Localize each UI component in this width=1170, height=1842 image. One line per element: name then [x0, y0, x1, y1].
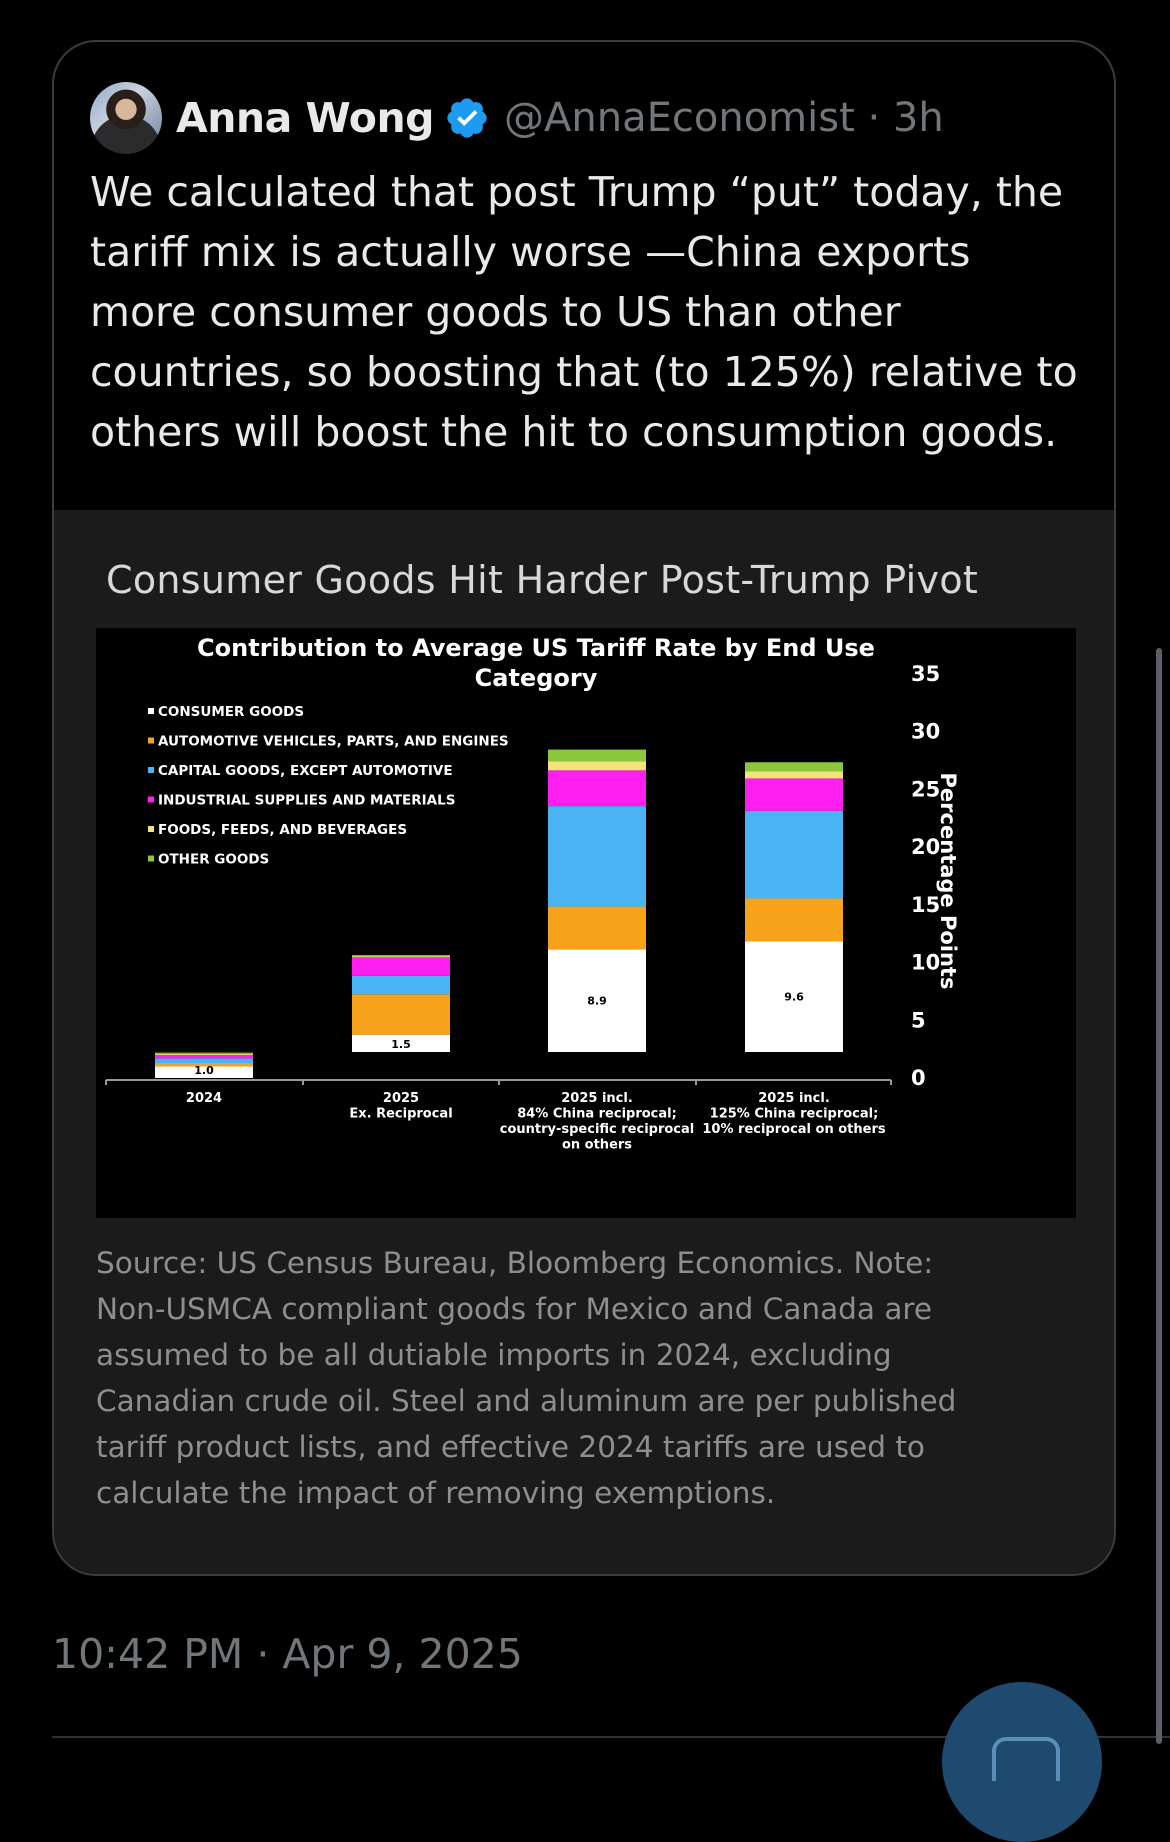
y-tick-label: 0 [911, 1066, 926, 1090]
bar-segment [155, 1053, 253, 1055]
y-tick-label: 25 [911, 777, 940, 801]
legend-swatch [148, 737, 154, 744]
bar-segment [352, 994, 450, 1035]
legend-swatch [148, 767, 154, 773]
tweet-timestamp[interactable]: 10:42 PM · Apr 9, 2025 [52, 1630, 523, 1678]
bar-segment [548, 949, 646, 1052]
legend-swatch [148, 826, 154, 832]
y-tick-label: 5 [911, 1008, 926, 1032]
quoted-tweet-card[interactable]: Anna Wong @AnnaEconomist · 3h We calcula… [52, 40, 1116, 1576]
x-tick-label: 10% reciprocal on others [702, 1122, 885, 1137]
x-tick-label: 2025 incl. [758, 1091, 830, 1106]
chart-title: Category [475, 664, 598, 692]
bar-segment [548, 761, 646, 771]
bar-segment [155, 1066, 253, 1078]
y-tick-label: 35 [911, 662, 940, 686]
x-tick-label: 2025 [383, 1091, 419, 1106]
bar-data-label: 1.5 [391, 1038, 411, 1051]
bar-data-label: 9.6 [784, 991, 804, 1004]
y-axis-label: Percentage Points [936, 773, 960, 990]
legend-label: FOODS, FEEDS, AND BEVERAGES [158, 822, 407, 838]
bar-segment [548, 806, 646, 907]
legend-swatch [148, 708, 154, 714]
y-tick-label: 20 [911, 835, 940, 859]
bar-segment [155, 1058, 253, 1063]
stacked-bar-chart: Contribution to Average US Tariff Rate b… [105, 634, 960, 1153]
chart: Contribution to Average US Tariff Rate b… [96, 628, 1076, 1218]
x-tick-label: 2024 [186, 1091, 222, 1106]
author-name[interactable]: Anna Wong [176, 94, 435, 142]
tweet-text: We calculated that post Trump “put” toda… [90, 168, 1078, 456]
x-tick-label: 125% China reciprocal; [710, 1107, 879, 1122]
legend-swatch [148, 796, 154, 803]
bar-data-label: 1.0 [194, 1064, 214, 1077]
avatar[interactable] [90, 82, 162, 154]
bar-segment [352, 1034, 450, 1052]
bar-segment [352, 957, 450, 976]
bar-segment [745, 762, 843, 772]
y-tick-label: 10 [911, 951, 940, 975]
legend-label: INDUSTRIAL SUPPLIES AND MATERIALS [158, 793, 455, 809]
bar-segment [548, 749, 646, 762]
media-title: Consumer Goods Hit Harder Post-Trump Piv… [106, 558, 979, 602]
legend-swatch [148, 855, 154, 862]
divider [52, 1736, 1170, 1738]
author-handle-time[interactable]: @AnnaEconomist · 3h [504, 95, 944, 141]
bar-segment [352, 956, 450, 958]
bar-data-label: 8.9 [587, 995, 607, 1008]
bar-segment [745, 771, 843, 779]
bar-segment [155, 1054, 253, 1059]
tweet-media-image[interactable]: Consumer Goods Hit Harder Post-Trump Piv… [54, 510, 1114, 1574]
legend-label: AUTOMOTIVE VEHICLES, PARTS, AND ENGINES [158, 734, 509, 750]
bar-segment [352, 975, 450, 995]
legend-label: CONSUMER GOODS [158, 704, 304, 720]
bar-segment [745, 810, 843, 899]
x-tick-label: country-specific reciprocal [500, 1122, 695, 1137]
compose-button[interactable] [942, 1682, 1102, 1842]
bar-segment [352, 955, 450, 957]
bar-segment [155, 1062, 253, 1067]
bar-segment [548, 906, 646, 950]
tweet-header: Anna Wong @AnnaEconomist · 3h [90, 80, 944, 156]
y-tick-label: 30 [911, 720, 940, 744]
chart-title: Contribution to Average US Tariff Rate b… [197, 634, 875, 662]
x-tick-label: 2025 incl. [561, 1091, 633, 1106]
bar-segment [745, 778, 843, 811]
x-tick-label: 84% China reciprocal; [517, 1107, 677, 1122]
source-note: Source: US Census Bureau, Bloomberg Econ… [96, 1246, 957, 1510]
bar-segment [155, 1052, 253, 1054]
bar-segment [548, 770, 646, 807]
legend-label: CAPITAL GOODS, EXCEPT AUTOMOTIVE [158, 763, 453, 779]
x-tick-label: Ex. Reciprocal [349, 1107, 452, 1122]
verified-badge-icon [447, 98, 487, 138]
legend-label: OTHER GOODS [158, 852, 269, 868]
y-tick-label: 15 [911, 893, 940, 917]
bar-segment [745, 941, 843, 1052]
bar-segment [745, 898, 843, 942]
x-tick-label: on others [562, 1138, 632, 1153]
scrollbar[interactable] [1156, 648, 1162, 1744]
